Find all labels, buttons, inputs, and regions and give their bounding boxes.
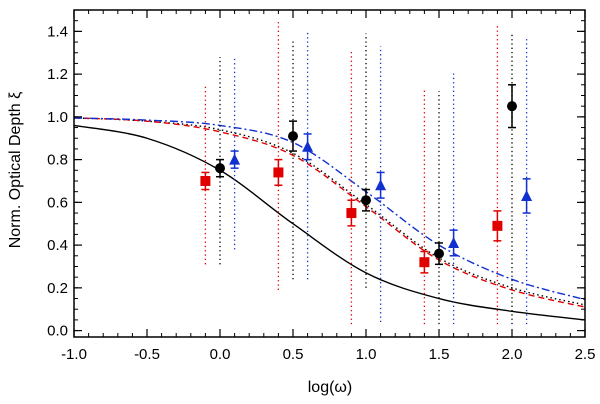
- data-point-triangle: [521, 189, 533, 201]
- y-tick-label: 0.6: [47, 194, 68, 211]
- x-tick-label: 0.5: [283, 346, 304, 363]
- y-tick-label: 0.0: [47, 323, 68, 340]
- model-curve-dashdot: [73, 117, 586, 301]
- x-tick-label: -0.5: [134, 346, 160, 363]
- data-point-triangle: [448, 236, 460, 248]
- data-point-square: [419, 257, 430, 268]
- x-axis-title: log(ω): [308, 379, 353, 396]
- model-curve-solid: [73, 124, 586, 321]
- data-point-triangle: [302, 140, 314, 152]
- x-tick-label: -1.0: [61, 346, 87, 363]
- x-tick-label: 2.0: [502, 346, 523, 363]
- model-curve-dashed: [73, 117, 586, 308]
- y-tick-label: 0.4: [47, 237, 68, 254]
- x-tick-label: 1.5: [429, 346, 450, 363]
- data-point-square: [273, 167, 284, 178]
- x-tick-label: 2.5: [575, 346, 596, 363]
- y-tick-label: 1.2: [47, 66, 68, 83]
- y-tick-label: 1.4: [47, 23, 68, 40]
- tick-layer: -1.0 -0.5 0.0 0.5 1.0 1.5 2.0 2.5 0.0 0.2 0.4 0.6 0.…: [47, 9, 596, 363]
- data-point-circle: [361, 195, 371, 206]
- y-tick-label: 0.2: [47, 280, 68, 297]
- y-tick-label: 0.8: [47, 152, 68, 169]
- data-point-circle: [288, 131, 298, 142]
- plot-frame: [73, 9, 586, 338]
- x-tick-label: 1.0: [356, 346, 377, 363]
- data-point-triangle: [229, 153, 241, 165]
- y-axis-title: Norm. Optical Depth ξ: [7, 92, 24, 249]
- y-tick-label: 1.0: [47, 109, 68, 126]
- plot-layer: [73, 20, 586, 325]
- data-point-triangle: [375, 179, 387, 191]
- data-point-square: [346, 208, 357, 219]
- data-point-circle: [434, 248, 444, 259]
- x-tick-label: 0.0: [210, 346, 231, 363]
- data-point-circle: [215, 163, 225, 174]
- data-point-square: [492, 220, 503, 231]
- model-curve-dotted: [73, 117, 586, 306]
- data-point-square: [200, 175, 211, 186]
- data-point-circle: [507, 101, 517, 112]
